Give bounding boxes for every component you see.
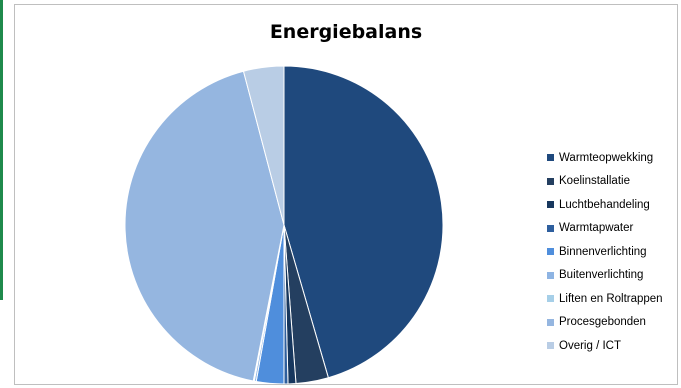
window-left-accent xyxy=(0,0,3,300)
legend-swatch xyxy=(547,342,554,350)
pie-slice-0 xyxy=(283,65,444,379)
legend-label: Luchtbehandeling xyxy=(559,198,650,211)
legend-item: Buitenverlichting xyxy=(547,264,663,288)
legend-item: Koelinstallatie xyxy=(547,170,663,194)
legend-item: Warmteopwekking xyxy=(547,146,663,170)
pie-chart xyxy=(124,65,444,384)
legend-swatch xyxy=(547,154,554,162)
legend-swatch xyxy=(547,177,554,185)
legend-swatch xyxy=(547,271,554,279)
legend-label: Procesgebonden xyxy=(559,316,646,329)
legend-swatch xyxy=(547,201,554,209)
legend-item: Overig / ICT xyxy=(547,334,663,358)
legend: Warmteopwekking Koelinstallatie Luchtbehan… xyxy=(547,146,663,358)
legend-swatch xyxy=(547,318,554,326)
legend-item: Liften en Roltrappen xyxy=(547,287,663,311)
legend-item: Binnenverlichting xyxy=(547,240,663,264)
legend-label: Liften en Roltrappen xyxy=(559,292,663,305)
legend-swatch xyxy=(547,224,554,232)
pie-slice-8 xyxy=(242,65,285,226)
legend-label: Koelinstallatie xyxy=(559,175,630,188)
legend-item: Luchtbehandeling xyxy=(547,193,663,217)
chart-area: Energiebalans Warmteopwekking Koelinstall… xyxy=(14,4,678,385)
legend-label: Warmteopwekking xyxy=(559,151,654,164)
legend-label: Binnenverlichting xyxy=(559,245,647,258)
legend-label: Warmtapwater xyxy=(559,222,634,235)
legend-label: Buitenverlichting xyxy=(559,269,644,282)
legend-swatch xyxy=(547,248,554,256)
legend-item: Warmtapwater xyxy=(547,217,663,241)
chart-title: Energiebalans xyxy=(269,21,423,43)
pie-slice-3 xyxy=(283,224,289,384)
legend-label: Overig / ICT xyxy=(559,339,621,352)
pie-slice-7 xyxy=(124,70,285,382)
legend-item: Procesgebonden xyxy=(547,311,663,335)
legend-swatch xyxy=(547,295,554,303)
